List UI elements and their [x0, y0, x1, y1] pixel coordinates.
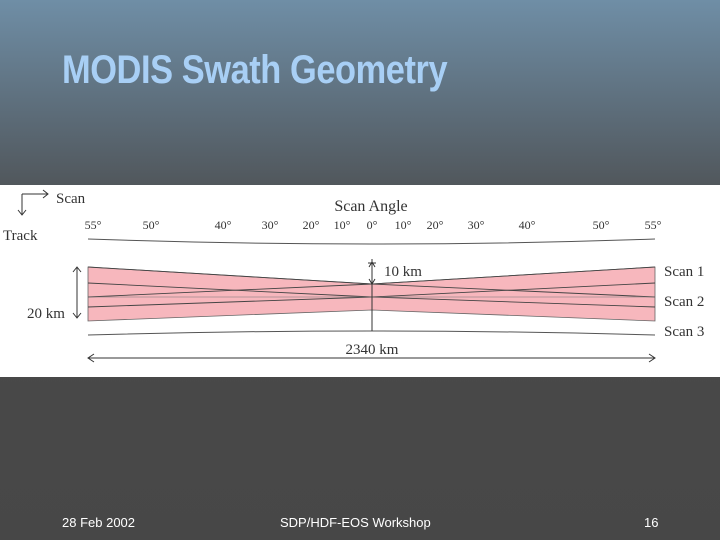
swath-geometry-svg: Scan Track Scan Angle 55° 50° 40° 30° 20…: [3, 189, 704, 363]
angle-tick: 30°: [262, 218, 279, 232]
scan-labels: Scan 1 Scan 2 Scan 3: [664, 264, 704, 340]
angle-tick: 40°: [519, 218, 536, 232]
scan-1-bottom-right: [371, 283, 656, 298]
angle-tick: 20°: [303, 218, 320, 232]
swath-width-dimension: [87, 353, 656, 363]
slide-title: MODIS Swath Geometry: [62, 48, 448, 92]
scan-label: Scan 1: [664, 264, 704, 280]
angle-tick: 10°: [395, 218, 412, 232]
scan-2-top-left: [87, 282, 373, 298]
scan-0-edge: [87, 238, 656, 245]
track-arrowhead: [17, 209, 27, 216]
swath-geometry-diagram: Scan Track Scan Angle 55° 50° 40° 30° 20…: [0, 185, 720, 377]
track-direction-label: Track: [3, 228, 38, 244]
angle-tick-labels: 55° 50° 40° 30° 20° 10° 0° 10° 20° 30° 4…: [85, 218, 662, 232]
footer-page-number: 16: [644, 515, 659, 530]
angle-tick: 55°: [645, 218, 662, 232]
angle-tick: 50°: [143, 218, 160, 232]
angle-tick: 10°: [334, 218, 351, 232]
scan-angle-heading: Scan Angle: [334, 198, 407, 215]
edge-width-dimension: [72, 266, 82, 319]
center-width-label: 10 km: [384, 264, 422, 280]
scan-1-top-left: [87, 266, 373, 285]
scan-label: Scan 2: [664, 294, 704, 310]
center-width-dimension: [368, 259, 376, 331]
scan-1-top-right: [371, 266, 656, 285]
scan-direction-label: Scan: [56, 191, 86, 207]
scan-2-bottom-right: [371, 296, 656, 308]
footer-date: 28 Feb 2002: [62, 515, 136, 530]
swath-width-label: 2340 km: [346, 342, 399, 358]
scan-label: Scan 3: [664, 324, 704, 340]
angle-tick: 40°: [215, 218, 232, 232]
angle-tick: 50°: [593, 218, 610, 232]
scan-1-bottom-left: [87, 283, 373, 298]
angle-tick: 20°: [427, 218, 444, 232]
scan-2-bottom-left: [87, 296, 373, 308]
angle-tick: 55°: [85, 218, 102, 232]
scan-boundaries: [87, 266, 656, 308]
edge-width-label: 20 km: [27, 306, 65, 322]
scan-3-edge: [87, 330, 656, 336]
scan-arrowhead: [42, 189, 49, 199]
angle-tick: 30°: [468, 218, 485, 232]
orientation-indicator: [17, 189, 49, 216]
footer-event: SDP/HDF-EOS Workshop: [280, 515, 431, 530]
angle-tick: 0°: [367, 218, 378, 232]
scan-2-top-right: [371, 282, 656, 298]
